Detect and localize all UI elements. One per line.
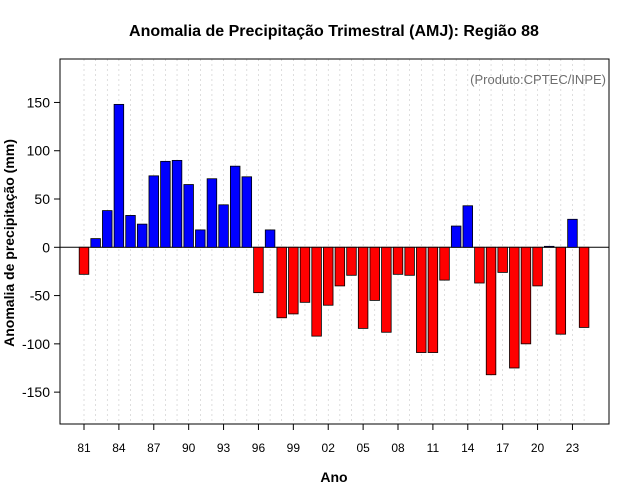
bar-2007 xyxy=(381,246,392,333)
bar-2023 xyxy=(567,218,578,248)
bar-2024 xyxy=(578,246,590,328)
bar-1989 xyxy=(171,159,183,248)
bar-1988 xyxy=(160,160,171,248)
bar-2002 xyxy=(323,246,334,306)
x-tick-label: 02 xyxy=(322,441,336,455)
y-tick-label: -150 xyxy=(22,384,50,400)
bar-2021 xyxy=(544,245,555,248)
bar-2018 xyxy=(509,246,520,369)
bar-1984 xyxy=(113,103,125,248)
bar-1996 xyxy=(253,246,264,294)
bar-2016 xyxy=(485,246,497,376)
bar-2009 xyxy=(404,246,415,276)
bar-2017 xyxy=(497,246,508,273)
bar-2022 xyxy=(555,246,567,335)
bar-1986 xyxy=(136,223,148,248)
x-tick-label: 14 xyxy=(461,441,475,455)
y-tick-label: 100 xyxy=(27,143,51,159)
x-axis: 81 84 87 90 93 96 99 02 05 08 11 14 17 20 23 xyxy=(77,424,579,455)
bar-1995 xyxy=(241,176,253,248)
y-axis-title: Anomalia de precipitação (mm) xyxy=(1,139,17,347)
source-annotation: (Produto:CPTEC/INPE) xyxy=(470,72,606,87)
bar-2005 xyxy=(357,246,369,329)
x-tick-label: 05 xyxy=(356,441,370,455)
bar-2008 xyxy=(392,246,404,275)
bar-1983 xyxy=(102,210,113,248)
bar-2010 xyxy=(416,246,427,353)
x-tick-label: 96 xyxy=(252,441,266,455)
x-tick-label: 81 xyxy=(77,441,91,455)
y-axis: -150 -100 -50 0 50 100 150 xyxy=(22,94,60,400)
bar-2003 xyxy=(334,246,346,287)
bars xyxy=(78,103,590,376)
bar-1994 xyxy=(229,165,241,248)
plot-frame xyxy=(59,58,610,425)
x-axis-title: Ano xyxy=(320,469,347,485)
y-tick-label: -100 xyxy=(22,336,50,352)
bar-1982 xyxy=(90,238,101,248)
bar-1991 xyxy=(195,229,206,248)
bar-2006 xyxy=(369,246,380,301)
x-tick-label: 99 xyxy=(287,441,301,455)
bar-1999 xyxy=(288,246,299,315)
bar-1981 xyxy=(78,246,90,275)
x-tick-label: 20 xyxy=(531,441,545,455)
bar-2019 xyxy=(520,246,532,345)
bar-1985 xyxy=(125,215,136,248)
y-tick-label: 50 xyxy=(34,191,50,207)
bar-2015 xyxy=(474,246,485,284)
bar-1997 xyxy=(264,229,276,248)
bar-2004 xyxy=(346,246,357,276)
x-tick-label: 87 xyxy=(147,441,161,455)
bar-1998 xyxy=(276,246,287,319)
bar-2001 xyxy=(311,246,322,337)
x-tick-label: 93 xyxy=(217,441,231,455)
y-tick-label: -50 xyxy=(30,288,50,304)
bar-2020 xyxy=(532,246,543,287)
bar-2013 xyxy=(450,225,462,248)
bar-2011 xyxy=(427,246,439,353)
bar-1992 xyxy=(206,178,218,248)
x-tick-label: 84 xyxy=(112,441,126,455)
y-tick-label: 150 xyxy=(27,94,51,110)
bar-2014 xyxy=(462,205,473,248)
x-tick-label: 11 xyxy=(427,441,440,455)
x-tick-label: 17 xyxy=(496,441,510,455)
bar-1993 xyxy=(218,204,229,248)
bar-2000 xyxy=(299,246,311,303)
x-tick-label: 08 xyxy=(391,441,405,455)
x-tick-label: 90 xyxy=(182,441,196,455)
y-tick-label: 0 xyxy=(42,239,50,255)
chart-title: Anomalia de Precipitação Trimestral (AMJ… xyxy=(129,23,539,40)
bar-1990 xyxy=(183,184,194,248)
bar-1987 xyxy=(148,175,159,248)
x-tick-label: 23 xyxy=(566,441,580,455)
bar-2012 xyxy=(439,246,450,281)
grid-lines xyxy=(83,59,585,424)
